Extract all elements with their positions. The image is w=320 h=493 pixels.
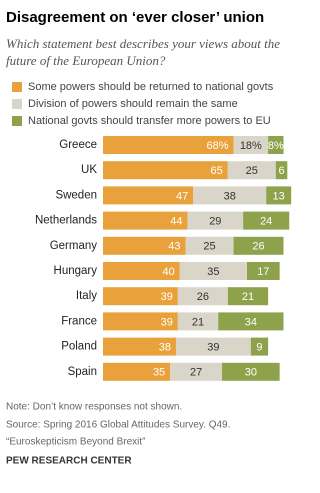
category-label: Germany [50,240,98,252]
value-label: 39 [161,316,173,328]
value-label: 34 [245,316,257,328]
value-label: 9 [256,342,262,354]
legend-label: Division of powers should remain the sam… [28,98,238,110]
chart-title: Disagreement on ‘ever closer’ union [6,9,264,26]
note: Note: Don’t know responses not shown. [6,402,182,413]
bar-segment [103,161,228,180]
value-label: 39 [161,291,173,303]
legend-label: Some powers should be returned to nation… [28,81,274,93]
category-label: Italy [76,290,97,302]
value-label: 38 [159,342,171,354]
value-label: 26 [197,291,209,303]
value-label: 26 [252,241,264,253]
bar-segment [187,211,244,230]
bar-segment [227,161,276,180]
bar-segment [266,186,292,205]
bar-segment [275,161,288,180]
bar-segment [170,362,223,381]
bar-segment [103,362,171,381]
bar-segment [177,312,219,331]
bar-segment [103,136,234,154]
bar-segment [222,362,280,381]
value-label: 18% [240,140,262,152]
brand: PEW RESEARCH CENTER [6,456,132,467]
bar-segment [103,262,180,280]
bar-segment [218,312,284,331]
category-label: Sweden [55,189,97,201]
value-label: 44 [170,216,182,228]
chart: Disagreement on ‘ever closer’ union Whic… [6,9,292,467]
value-label: 39 [207,342,219,354]
source: Source: Spring 2016 Global Attitudes Sur… [6,420,230,431]
value-label: 25 [203,241,215,253]
bar-segment [103,186,194,205]
value-label: 13 [273,190,285,202]
category-label: Poland [61,341,97,353]
value-label: 35 [153,367,165,379]
bar-segment [227,287,269,306]
bar-segment [233,136,269,154]
bar-segment [268,136,284,154]
category-label: France [61,315,97,327]
bar-segment [103,312,178,331]
value-label: 21 [192,316,204,328]
legend-swatch [12,82,22,92]
value-label: 24 [260,216,272,228]
category-label: Greece [59,139,97,151]
legend-swatch [12,99,22,109]
value-label: 68% [207,140,229,152]
chart-subtitle: Which statement best describes your view… [6,36,281,68]
bar-segment [233,236,284,255]
value-label: 6 [278,165,284,177]
bar-segment [179,262,247,280]
value-label: 35 [207,266,219,278]
value-label: 38 [224,190,236,202]
value-label: 21 [242,291,254,303]
legend-swatch [12,116,22,126]
value-label: 29 [209,216,221,228]
bar-segment [103,236,186,255]
report: “Euroskepticism Beyond Brexit” [6,437,146,448]
category-label: Spain [68,366,97,378]
category-label: UK [81,164,97,176]
bar-segment [193,186,267,205]
bar-segment [103,211,188,230]
value-label: 17 [257,266,269,278]
subtitle-box: Which statement best describes your view… [6,36,281,68]
value-label: 43 [168,241,180,253]
value-label: 47 [176,190,188,202]
value-label: 30 [245,367,257,379]
bar-segment [243,211,290,230]
value-label: 8% [268,140,284,152]
bar-segment [250,337,269,356]
bar-segment [177,287,228,306]
value-label: 27 [190,367,202,379]
bar-segment [247,262,280,280]
bar-segment [103,287,178,306]
value-label: 65 [211,165,223,177]
bar-segment [185,236,234,255]
category-label: Hungary [54,265,98,277]
value-label: 25 [246,165,258,177]
bar-segment [103,337,176,356]
value-label: 40 [163,266,175,278]
bar-segment [175,337,251,356]
category-label: Netherlands [35,215,97,227]
legend-label: National govts should transfer more powe… [28,115,271,127]
